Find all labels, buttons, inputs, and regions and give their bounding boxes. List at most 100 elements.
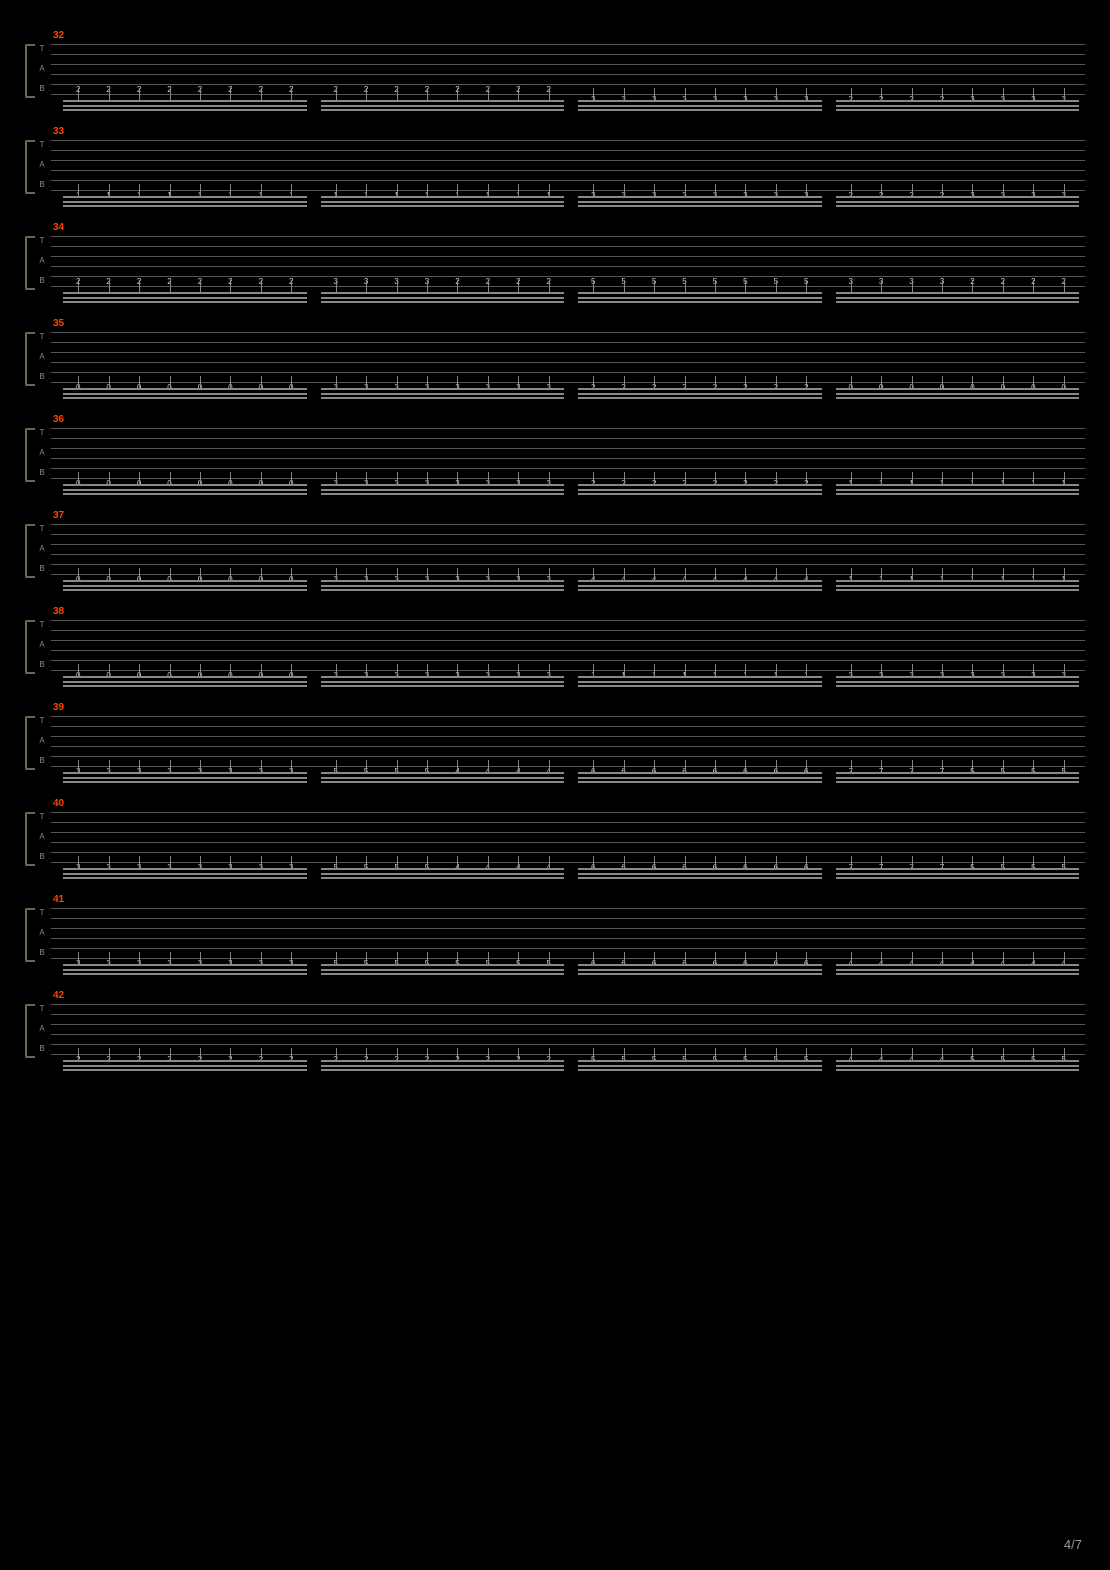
staff-bracket (25, 1004, 35, 1058)
measure: 38TAB00000000333333331111111133333333 (25, 606, 1085, 674)
page-number: 4/7 (1064, 1537, 1082, 1552)
string-line (51, 236, 1085, 237)
measure-number: 37 (53, 510, 1085, 521)
staff-bracket (25, 44, 35, 98)
beam-group (836, 580, 1080, 598)
string-line (51, 428, 1085, 429)
tab-label: B (37, 276, 47, 286)
tab-label: A (37, 160, 47, 170)
string-line (51, 948, 1085, 949)
staff: 22222222222222223333333322223333 (51, 44, 1085, 94)
measure: 39 TAB33333333555544446666666677775555 (25, 702, 1085, 770)
measure: 40TAB33333333555544446666666677775555 (25, 798, 1085, 866)
string-line (51, 266, 1085, 267)
string-line (51, 832, 1085, 833)
tab-labels: TAB (37, 44, 47, 94)
string-line (51, 534, 1085, 535)
staff-container: TAB11111111111111113333333322223333 (25, 140, 1085, 194)
tab-labels: TAB (37, 524, 47, 574)
beam-group (321, 676, 565, 694)
measure-number: 36 (53, 414, 1085, 425)
string-line (51, 140, 1085, 141)
string-line (51, 180, 1085, 181)
tab-label: B (37, 1044, 47, 1054)
tab-label: B (37, 180, 47, 190)
beam-group (321, 772, 565, 790)
tab-labels: TAB (37, 428, 47, 478)
tab-label: B (37, 660, 47, 670)
tab-label: A (37, 544, 47, 554)
tab-label: A (37, 640, 47, 650)
beam-group (63, 964, 307, 982)
beams-row (63, 100, 1079, 118)
string-line (51, 620, 1085, 621)
beam-group (836, 292, 1080, 310)
tab-labels: TAB (37, 236, 47, 286)
string-line (51, 842, 1085, 843)
staff-bracket (25, 908, 35, 962)
tab-label: T (37, 716, 47, 726)
staff-container: TAB33333333555544446666666677775555 (25, 716, 1085, 770)
string-line (51, 716, 1085, 717)
beam-group (578, 580, 822, 598)
beam-group (321, 484, 565, 502)
string-line (51, 362, 1085, 363)
staff-container: TAB22222222333322225555555533332222 (25, 236, 1085, 290)
beam-group (578, 484, 822, 502)
beams-row (63, 676, 1079, 694)
beams-row (63, 868, 1079, 886)
measure: 41TAB33333333555555556666666644444444 (25, 894, 1085, 962)
tab-label: A (37, 256, 47, 266)
beam-group (63, 868, 307, 886)
tab-label: A (37, 64, 47, 74)
string-line (51, 160, 1085, 161)
tab-label: T (37, 1004, 47, 1014)
staff-container: TAB22222222222222225555555544445555 (25, 1004, 1085, 1058)
string-line (51, 332, 1085, 333)
measure-number: 32 (53, 30, 1085, 41)
tab-label: A (37, 448, 47, 458)
beam-group (836, 1060, 1080, 1078)
beam-group (321, 868, 565, 886)
beam-group (63, 484, 307, 502)
tab-labels: TAB (37, 812, 47, 862)
measure: 32 TAB 22222222222222223333333322223333 (25, 30, 1085, 98)
measure-number: 39 (53, 702, 1085, 713)
beam-group (63, 580, 307, 598)
staff: 00000000333333332222222200000000 (51, 332, 1085, 382)
beam-group (578, 100, 822, 118)
beam-group (578, 676, 822, 694)
beam-group (321, 100, 565, 118)
string-line (51, 630, 1085, 631)
tab-label: A (37, 928, 47, 938)
string-line (51, 256, 1085, 257)
string-line (51, 726, 1085, 727)
string-line (51, 150, 1085, 151)
string-line (51, 908, 1085, 909)
string-line (51, 640, 1085, 641)
tab-label: T (37, 908, 47, 918)
beam-group (836, 100, 1080, 118)
beam-group (578, 388, 822, 406)
tab-label: B (37, 372, 47, 382)
measure: 34TAB22222222333322225555555533332222 (25, 222, 1085, 290)
staff: 33333333555555556666666644444444 (51, 908, 1085, 958)
tab-label: B (37, 468, 47, 478)
staff-container: TAB00000000333333332222222211111111 (25, 428, 1085, 482)
beam-group (321, 292, 565, 310)
beam-group (578, 196, 822, 214)
staff: 33333333555544446666666677775555 (51, 716, 1085, 766)
string-line (51, 372, 1085, 373)
beam-group (836, 964, 1080, 982)
string-line (51, 736, 1085, 737)
beam-group (63, 772, 307, 790)
tab-label: A (37, 1024, 47, 1034)
beams-row (63, 580, 1079, 598)
staff: 00000000333333334444444411111111 (51, 524, 1085, 574)
tab-labels: TAB (37, 332, 47, 382)
measure: 37 TAB 00000000333333334444444411111111 (25, 510, 1085, 578)
string-line (51, 64, 1085, 65)
beam-group (578, 772, 822, 790)
beam-group (63, 388, 307, 406)
string-line (51, 54, 1085, 55)
